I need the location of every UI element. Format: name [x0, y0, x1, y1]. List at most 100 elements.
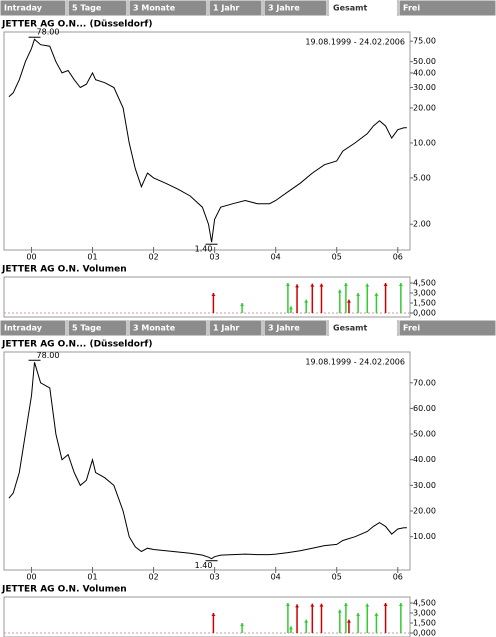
volume-bar [345, 603, 347, 633]
volume-arrow [337, 289, 342, 293]
volume-arrow [240, 623, 245, 626]
y-tick-label: 1,500 [413, 299, 436, 308]
volume-bar [375, 293, 378, 313]
volume-bar [384, 603, 387, 633]
chart-title: JETTER AG O.N... (Düsseldorf) [1, 20, 152, 30]
high-label: 78.00 [37, 351, 60, 360]
x-tick-label: 00 [26, 573, 36, 582]
tab-label[interactable]: Intraday [4, 4, 43, 13]
volume-bar [320, 283, 323, 313]
volume-arrow [211, 293, 216, 296]
tab[interactable] [208, 319, 263, 337]
tab-label[interactable]: Frei [403, 4, 420, 13]
volume-arrow [295, 284, 300, 288]
volume-bar [212, 293, 215, 313]
tab[interactable] [328, 319, 398, 337]
tab-label[interactable]: 1 Jahr [213, 4, 239, 13]
date-range: 19.08.1999 - 24.02.2006 [305, 38, 405, 47]
x-tick-label: 04 [271, 573, 281, 582]
volume-arrow [337, 609, 342, 613]
plot-area [3, 31, 411, 251]
volume-arrow [346, 619, 351, 623]
y-tick-label: 30.00 [413, 481, 436, 490]
tab-label[interactable]: Gesamt [333, 4, 367, 13]
volume-arrow [319, 283, 324, 287]
volume-arrow [288, 306, 293, 310]
tab[interactable] [128, 319, 208, 337]
volume-arrow [365, 283, 370, 287]
y-tick-label: 0,000 [413, 629, 436, 637]
y-tick-label: 10.00 [413, 138, 436, 147]
volume-arrow [383, 603, 388, 606]
tab-label[interactable]: 5 Tage [72, 4, 102, 13]
date-range: 19.08.1999 - 24.02.2006 [305, 358, 405, 367]
tab-label[interactable]: 3 Monate [133, 4, 176, 13]
tab[interactable] [208, 0, 263, 17]
y-tick-label: 50.00 [413, 430, 436, 439]
tab[interactable] [398, 0, 496, 17]
volume-bar [339, 289, 341, 313]
y-tick-label: 20.00 [413, 103, 436, 112]
volume-bar [357, 293, 359, 313]
volume-bar [287, 603, 289, 633]
y-tick-label: 60.00 [413, 404, 436, 413]
tab-label[interactable]: 3 Monate [133, 324, 176, 333]
volume-bar [311, 283, 314, 313]
x-tick-label: 00 [26, 253, 36, 262]
volume-bar [345, 283, 347, 313]
tab[interactable] [263, 319, 328, 337]
x-tick-label: 05 [332, 253, 342, 262]
x-tick-label: 04 [271, 253, 281, 262]
volume-arrow [288, 626, 293, 630]
volume-bar [311, 603, 314, 633]
volume-bar [384, 283, 387, 313]
y-tick-label: 10.00 [413, 532, 436, 541]
volume-arrow [383, 283, 388, 286]
tab-label[interactable]: Frei [403, 324, 420, 333]
chart-title: JETTER AG O.N... (Düsseldorf) [1, 340, 152, 350]
volume-bar [296, 284, 298, 313]
y-tick-label: 30.00 [413, 83, 436, 92]
volume-bar [366, 283, 369, 313]
volume-bar [290, 306, 292, 313]
volume-arrow [365, 603, 370, 607]
tab[interactable] [67, 0, 128, 17]
volume-bar [290, 626, 292, 633]
tab[interactable] [0, 0, 67, 17]
volume-arrow [374, 613, 379, 616]
high-label: 78.00 [37, 28, 60, 37]
tab[interactable] [398, 319, 496, 337]
tab[interactable] [0, 319, 67, 337]
volume-arrow [304, 619, 309, 623]
volume-arrow [240, 303, 245, 306]
volume-arrow [211, 613, 216, 616]
volume-arrow [346, 299, 351, 303]
tab-label[interactable]: 5 Tage [72, 324, 102, 333]
y-tick-label: 40.00 [413, 68, 436, 77]
y-tick-label: 40.00 [413, 455, 436, 464]
volume-arrow [310, 283, 315, 287]
volume-bar [296, 604, 298, 633]
tab-label[interactable]: 3 Jahre [268, 324, 300, 333]
plot-area [3, 276, 411, 318]
tab-label[interactable]: Gesamt [333, 324, 367, 333]
tab-label[interactable]: 3 Jahre [268, 4, 300, 13]
y-tick-label: 4,500 [413, 599, 436, 608]
volume-arrow [356, 613, 361, 616]
volume-arrow [398, 283, 403, 286]
tab[interactable] [128, 0, 208, 17]
x-tick-label: 01 [87, 253, 97, 262]
tab[interactable] [263, 0, 328, 17]
plot-area [3, 351, 411, 571]
tab-label[interactable]: 1 Jahr [213, 324, 239, 333]
volume-arrow [356, 293, 361, 296]
y-tick-label: 3,000 [413, 289, 436, 298]
tab[interactable] [328, 0, 398, 17]
y-tick-label: 70.00 [413, 378, 436, 387]
volume-bar [305, 299, 307, 313]
tab-label[interactable]: Intraday [4, 324, 43, 333]
tab[interactable] [67, 319, 128, 337]
y-tick-label: 2.00 [413, 220, 431, 229]
volume-bar [212, 613, 215, 633]
